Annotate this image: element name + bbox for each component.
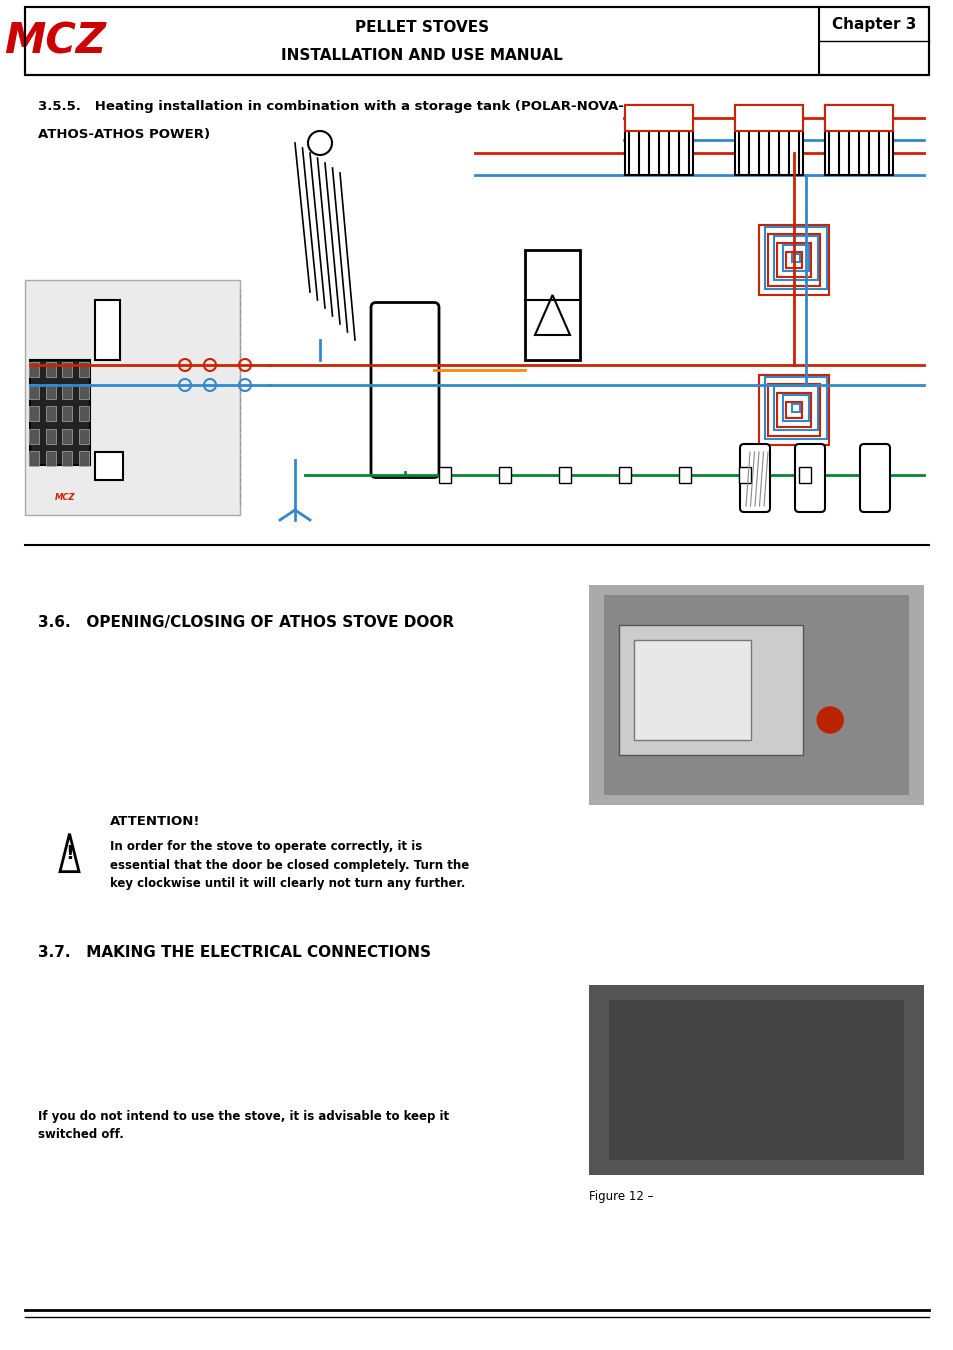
Bar (773, 386, 817, 431)
Bar (799, 467, 810, 483)
Text: 3.7.   MAKING THE ELECTRICAL CONNECTIONS: 3.7. MAKING THE ELECTRICAL CONNECTIONS (38, 945, 431, 960)
Bar (25, 279, 240, 514)
Text: 3.6.   OPENING/CLOSING OF ATHOS STOVE DOOR: 3.6. OPENING/CLOSING OF ATHOS STOVE DOOR (38, 616, 454, 630)
Bar (767, 383, 820, 436)
Bar (46, 406, 55, 421)
Bar (30, 360, 90, 464)
Text: 3.5.5.   Heating installation in combination with a storage tank (POLAR-NOVA-: 3.5.5. Heating installation in combinati… (38, 100, 623, 113)
Bar (79, 429, 89, 444)
Bar (79, 385, 89, 400)
Text: ATTENTION!: ATTENTION! (110, 815, 200, 828)
Bar (824, 105, 892, 131)
Bar (46, 362, 55, 377)
Bar (776, 243, 810, 277)
FancyBboxPatch shape (371, 302, 438, 478)
Bar (524, 250, 579, 360)
Bar (734, 105, 802, 176)
Bar (782, 244, 808, 271)
Text: Figure 12 –: Figure 12 – (588, 1189, 653, 1203)
Polygon shape (60, 834, 79, 872)
Text: MCZ: MCZ (4, 22, 106, 63)
Bar (62, 362, 72, 377)
Bar (95, 300, 120, 360)
Bar (79, 451, 89, 466)
Bar (634, 640, 750, 740)
Bar (603, 595, 908, 795)
Bar (618, 467, 630, 483)
Polygon shape (535, 296, 569, 335)
Bar (62, 406, 72, 421)
Bar (759, 375, 828, 446)
Text: ATHOS-ATHOS POWER): ATHOS-ATHOS POWER) (38, 128, 210, 140)
Bar (791, 404, 800, 412)
Bar (588, 986, 923, 1174)
Bar (79, 362, 89, 377)
Bar (679, 467, 690, 483)
Circle shape (817, 707, 842, 733)
Bar (25, 7, 928, 76)
Bar (498, 467, 511, 483)
Text: Chapter 3: Chapter 3 (831, 16, 915, 31)
Bar (785, 252, 801, 269)
Bar (739, 467, 750, 483)
Text: If you do not intend to use the stove, it is advisable to keep it
switched off.: If you do not intend to use the stove, i… (38, 1110, 449, 1142)
Bar (62, 451, 72, 466)
Text: MCZ: MCZ (54, 494, 75, 502)
Bar (776, 393, 810, 427)
Bar (29, 406, 39, 421)
Bar (25, 138, 928, 520)
Bar (608, 1000, 903, 1160)
FancyBboxPatch shape (794, 444, 824, 512)
Bar (25, 7, 928, 76)
Text: PELLET STOVES: PELLET STOVES (355, 20, 489, 35)
Bar (29, 385, 39, 400)
Text: In order for the stove to operate correctly, it is
essential that the door be cl: In order for the stove to operate correc… (110, 840, 469, 890)
Bar (824, 105, 892, 176)
Bar (438, 467, 451, 483)
Bar (734, 105, 802, 131)
FancyBboxPatch shape (859, 444, 889, 512)
Bar (759, 225, 828, 296)
Bar (95, 452, 123, 481)
Bar (46, 451, 55, 466)
Bar (618, 625, 802, 755)
Bar (79, 406, 89, 421)
FancyBboxPatch shape (740, 444, 769, 512)
Bar (46, 385, 55, 400)
Bar (29, 362, 39, 377)
Bar (29, 451, 39, 466)
Bar (624, 105, 692, 131)
Bar (764, 377, 826, 439)
Bar (62, 385, 72, 400)
Bar (785, 402, 801, 418)
Text: INSTALLATION AND USE MANUAL: INSTALLATION AND USE MANUAL (281, 49, 562, 63)
Bar (29, 429, 39, 444)
Bar (782, 396, 808, 421)
Bar (62, 429, 72, 444)
Text: !: ! (65, 844, 74, 863)
Bar (791, 254, 800, 262)
Bar (624, 105, 692, 176)
Bar (588, 585, 923, 805)
Bar (558, 467, 571, 483)
Bar (46, 429, 55, 444)
Bar (767, 234, 820, 286)
Bar (764, 227, 826, 289)
Bar (773, 236, 817, 279)
